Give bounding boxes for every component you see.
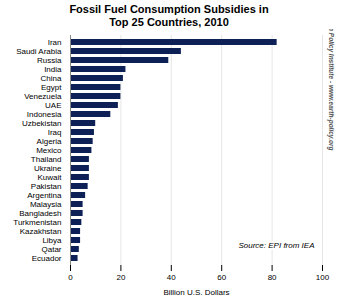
svg-text:Libya: Libya: [42, 236, 62, 245]
svg-text:Argentina: Argentina: [27, 191, 62, 200]
svg-text:0: 0: [68, 273, 73, 282]
html-text:Fossil Fuel Consumption Subsid: Fossil Fuel Consumption Subsidies in Top…: [69, 3, 269, 28]
svg-text:Mexico: Mexico: [36, 146, 62, 155]
svg-text:China: China: [41, 74, 62, 83]
svg-text:20: 20: [116, 273, 125, 282]
svg-text:Earth Policy Institute - www.e: Earth Policy Institute - www.earth-polic…: [327, 29, 335, 151]
svg-text:Qatar: Qatar: [41, 245, 61, 254]
svg-text:Iraq: Iraq: [48, 128, 62, 137]
svg-text:Bangladesh: Bangladesh: [19, 209, 61, 218]
svg-text:Uzbekistan: Uzbekistan: [22, 119, 62, 128]
svg-text:Ecuador: Ecuador: [32, 254, 62, 263]
svg-text:Pakistan: Pakistan: [31, 182, 62, 191]
svg-text:Ukraine: Ukraine: [34, 164, 62, 173]
svg-text:80: 80: [268, 273, 277, 282]
svg-text:Kuwait: Kuwait: [37, 173, 62, 182]
svg-text:Venezuela: Venezuela: [24, 92, 62, 101]
svg-text:Source: EPI from IEA: Source: EPI from IEA: [238, 241, 314, 250]
svg-text:Iran: Iran: [48, 38, 62, 47]
svg-text:Saudi Arabia: Saudi Arabia: [16, 47, 62, 56]
svg-text:Kazakhstan: Kazakhstan: [20, 227, 62, 236]
svg-text:Thailand: Thailand: [31, 155, 62, 164]
svg-text:Indonesia: Indonesia: [27, 110, 62, 119]
svg-text:Billion U.S. Dollars: Billion U.S. Dollars: [163, 288, 229, 297]
svg-text:India: India: [44, 65, 62, 74]
svg-text:UAE: UAE: [45, 101, 61, 110]
svg-text:100: 100: [316, 273, 330, 282]
svg-text:60: 60: [217, 273, 226, 282]
svg-text:40: 40: [167, 273, 176, 282]
svg-text:Egypt: Egypt: [41, 83, 62, 92]
svg-text:Turkmenistan: Turkmenistan: [13, 218, 61, 227]
svg-text:Russia: Russia: [37, 56, 62, 65]
svg-text:Malaysia: Malaysia: [30, 200, 62, 209]
svg-text:Algeria: Algeria: [37, 137, 62, 146]
